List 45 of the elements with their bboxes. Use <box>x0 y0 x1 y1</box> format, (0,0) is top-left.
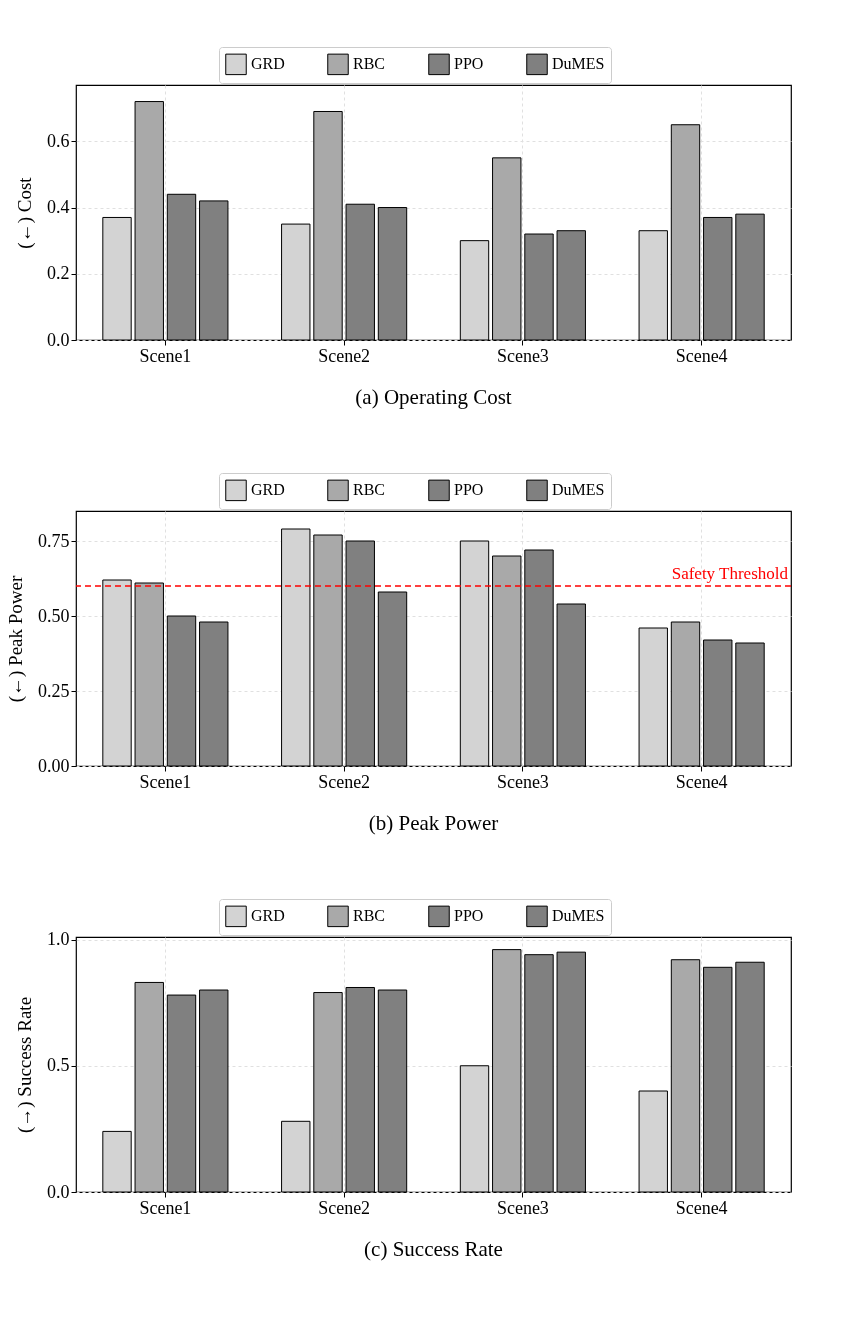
x-tick-label: Scene1 <box>139 771 192 792</box>
legend-label: PPO <box>454 907 484 925</box>
legend-label: GRD <box>251 481 285 499</box>
x-tick-label: Scene2 <box>318 771 371 792</box>
x-tick-label: Scene4 <box>675 771 728 792</box>
x-tick-label: Scene4 <box>675 1197 728 1218</box>
y-tick-label: 0.5 <box>47 1055 70 1076</box>
x-tick-label: Scene3 <box>496 1197 549 1218</box>
legend-label: DuMES <box>552 481 605 499</box>
legend-label: GRD <box>251 907 285 925</box>
legend-label: RBC <box>353 55 386 73</box>
x-tick-label: Scene3 <box>496 771 549 792</box>
text: (a) Operating Cost <box>355 385 512 409</box>
y-tick-label: 0.50 <box>38 605 70 626</box>
legend-label: PPO <box>454 55 484 73</box>
legend-label: PPO <box>454 481 484 499</box>
x-tick-label: Scene2 <box>318 1197 371 1218</box>
legend-label: DuMES <box>552 907 605 925</box>
x-tick-label: Scene1 <box>139 1197 192 1218</box>
y-tick-label: 0.0 <box>47 1181 70 1202</box>
legend-label: RBC <box>353 481 386 499</box>
y-tick-label: 0.75 <box>38 530 70 551</box>
bar <box>313 110 343 341</box>
legend-label: RBC <box>353 907 386 925</box>
x-tick-label: Scene4 <box>675 345 728 366</box>
y-tick-label: 0.2 <box>47 263 70 284</box>
y-axis-title: (→) Success Rate <box>14 996 36 1134</box>
y-tick-label: 0.6 <box>47 130 70 151</box>
text: (c) Success Rate <box>364 1237 503 1261</box>
y-axis-title: (←) Peak Power <box>5 575 27 703</box>
y-tick-label: 1.0 <box>47 929 70 950</box>
ref-line-label: Safety Threshold <box>671 564 789 583</box>
y-tick-label: 0.0 <box>47 329 70 350</box>
legend-label: DuMES <box>552 55 605 73</box>
y-tick-label: 0.4 <box>47 197 70 218</box>
x-tick-label: Scene3 <box>496 345 549 366</box>
y-tick-label: 0.25 <box>38 680 70 701</box>
x-tick-label: Scene2 <box>318 345 371 366</box>
x-tick-label: Scene1 <box>139 345 192 366</box>
legend-label: GRD <box>251 55 285 73</box>
y-tick-label: 0.00 <box>38 755 70 776</box>
text: (b) Peak Power <box>368 811 499 835</box>
bar <box>313 992 343 1193</box>
y-axis-title: (←) Cost <box>14 176 36 249</box>
bar <box>313 534 343 767</box>
